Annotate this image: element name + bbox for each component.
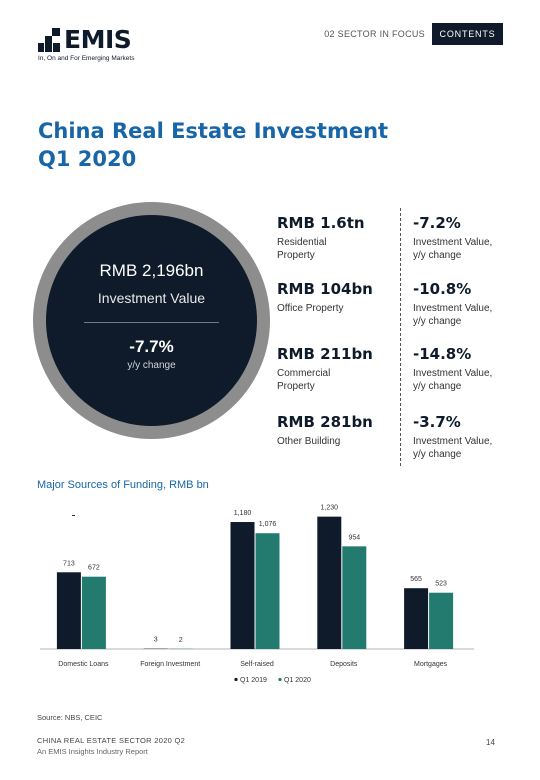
data-label-q1-2019-3: 1,230 [321,505,339,512]
category-label-4: Mortgages [414,661,448,668]
legend-marker-0 [234,677,238,682]
bar-q1-2020-2 [255,533,280,649]
data-label-q1-2020-1: 2 [179,637,183,644]
stat-office-change: -10.8% [413,280,472,298]
stat-residential-desc: Residential Property [277,237,327,261]
bar-q1-2019-2 [230,522,255,649]
stat-office-desc: Office Property [277,303,344,314]
stat-office-change-desc: Investment Value, y/y change [413,303,493,327]
contents-button[interactable]: CONTENTS [432,23,503,45]
chart-title: Major Sources of Funding, RMB bn [37,479,209,491]
stats-divider [400,208,401,466]
emis-logo-icon [38,28,62,52]
stat-commercial-change: -14.8% [413,345,472,363]
investment-total-label: Investment Value [97,290,206,306]
stat-other-change: -3.7% [413,413,461,431]
stat-other-value: RMB 281bn [277,413,373,431]
report-title: CHINA REAL ESTATE SECTOR 2020 Q2 [37,736,186,745]
stat-residential-change-desc: Investment Value, y/y change [413,237,493,261]
stat-commercial-desc: Commercial Property [277,368,331,392]
stat-office-value: RMB 104bn [277,280,373,298]
funding-bar-chart: 713 672 Domestic Loans 3 2 Foreign Investment… [40,505,474,684]
bar-q1-2019-4 [404,588,429,649]
legend-label-0: Q1 2019 [240,677,267,684]
bar-q1-2019-3 [317,516,342,649]
data-label-q1-2020-0: 672 [88,565,100,572]
data-label-q1-2020-3: 954 [348,534,360,541]
bar-q1-2020-4 [429,592,454,649]
stat-commercial-change-desc: Investment Value, y/y change [413,368,493,392]
stat-other-desc: Other Building [277,436,341,447]
investment-total-value: RMB 2,196bn [99,261,204,280]
bar-q1-2020-0 [81,576,106,649]
stat-residential-change: -7.2% [413,214,461,232]
stat-commercial-value: RMB 211bn [277,345,373,363]
category-label-2: Self-raised [240,661,274,668]
data-label-q1-2019-1: 3 [154,637,158,644]
legend-marker-1 [278,677,282,682]
data-label-q1-2019-0: 713 [63,560,75,567]
data-label-q1-2019-4: 565 [410,576,422,583]
summary-divider [84,322,219,323]
emis-logo[interactable]: EMIS In, On and For Emerging Markets [38,26,158,66]
logo-wordmark: EMIS [64,25,132,54]
chart-stray-mark [72,515,75,516]
category-label-1: Foreign Investment [140,661,200,668]
stat-other-change-desc: Investment Value, y/y change [413,436,493,460]
category-label-3: Deposits [330,661,358,668]
page-title: China Real Estate Investment Q1 2020 [38,117,458,173]
page-title-line2: Q1 2020 [38,147,137,171]
page-number: 14 [486,738,495,747]
bar-q1-2019-0 [56,572,81,649]
stat-residential-value: RMB 1.6tn [277,214,365,232]
report-subtitle: An EMIS Insights Industry Report [37,747,148,756]
data-label-q1-2020-4: 523 [435,581,447,588]
section-label[interactable]: 02 SECTOR IN FOCUS [324,29,425,39]
data-label-q1-2019-2: 1,180 [234,510,252,517]
legend-label-1: Q1 2020 [284,677,311,684]
page-title-line1: China Real Estate Investment [38,119,389,143]
investment-change-value: -7.7% [129,337,174,356]
investment-change-label: y/y change [127,360,176,371]
category-label-0: Domestic Loans [58,661,109,668]
summary-disc: RMB 2,196bn Investment Value -7.7% y/y c… [46,215,257,426]
bar-q1-2020-3 [342,546,367,649]
logo-tagline: In, On and For Emerging Markets [38,55,135,62]
data-label-q1-2020-2: 1,076 [259,521,277,528]
source-note: Source: NBS, CEIC [37,713,103,722]
